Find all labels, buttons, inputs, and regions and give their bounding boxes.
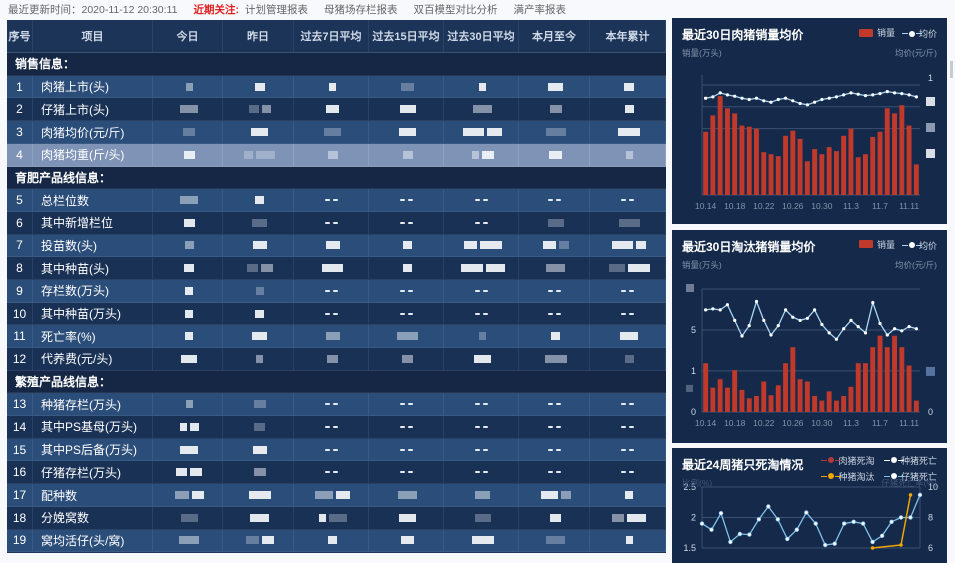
svg-text:11.3: 11.3 [843,201,859,211]
svg-text:10.26: 10.26 [782,418,804,428]
svg-text:1: 1 [928,73,933,83]
svg-text:10.22: 10.22 [753,201,775,211]
svg-text:11.7: 11.7 [872,201,888,211]
svg-text:10.18: 10.18 [724,418,746,428]
svg-text:10.14: 10.14 [695,418,717,428]
svg-text:11.7: 11.7 [872,418,888,428]
svg-text:1.5: 1.5 [683,543,696,553]
svg-text:6: 6 [928,543,933,553]
svg-text:10.26: 10.26 [782,201,804,211]
svg-text:11.3: 11.3 [843,418,859,428]
svg-text:0: 0 [691,407,696,417]
svg-text:2: 2 [691,512,696,522]
svg-text:0: 0 [928,407,933,417]
svg-text:10.22: 10.22 [753,418,775,428]
svg-text:8: 8 [928,512,933,522]
svg-text:10.30: 10.30 [811,201,833,211]
svg-text:10.18: 10.18 [724,201,746,211]
svg-text:10.14: 10.14 [695,201,717,211]
svg-text:1: 1 [691,366,696,376]
svg-text:11.11: 11.11 [899,201,919,211]
svg-text:5: 5 [691,325,696,335]
svg-text:11.11: 11.11 [899,418,919,428]
svg-text:10.30: 10.30 [811,418,833,428]
